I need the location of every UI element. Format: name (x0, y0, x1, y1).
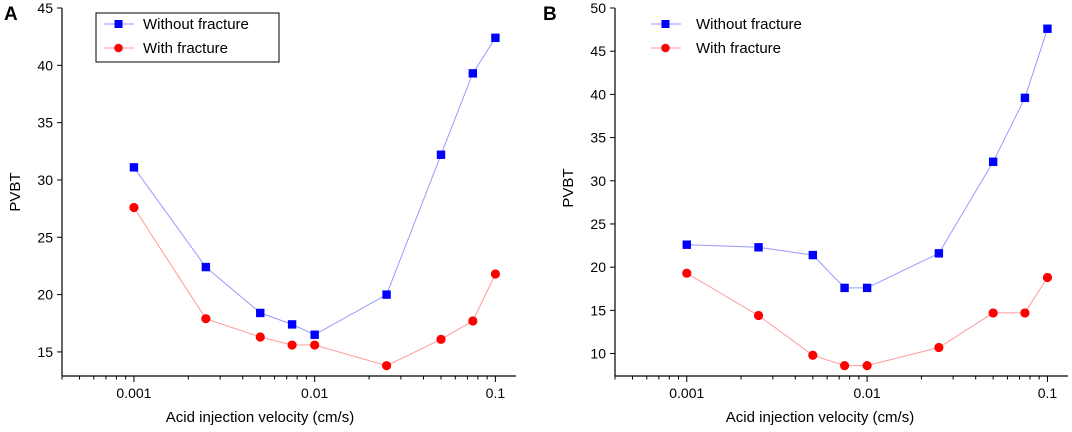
panel-a: A 15 20 25 30 35 40 45 0.001 0.01 0.1 Acid injec… (4, 0, 516, 426)
y-tick-label-b: 45 (590, 43, 606, 59)
data-point-without-fracture-b (1020, 93, 1030, 103)
legend-marker-without-fracture-b (661, 20, 670, 28)
series-line-without-fracture-a (133, 37, 496, 336)
data-point-without-fracture-b (840, 283, 849, 293)
y-tick-label-b: 20 (590, 259, 606, 275)
data-point-without-fracture-a (201, 262, 211, 272)
data-point-with-fracture-a (129, 202, 139, 213)
data-point-with-fracture-a (255, 332, 265, 342)
data-point-without-fracture-b (934, 249, 944, 258)
data-point-with-fracture-b (808, 350, 818, 360)
data-point-with-fracture-b (988, 308, 998, 318)
y-tick-label-a: 20 (37, 287, 53, 303)
x-tick-label-a: 0.001 (116, 385, 151, 401)
data-point-with-fracture-b (682, 268, 692, 278)
x-tick-label-b: 0.01 (853, 385, 880, 401)
y-axis-label-b: PVBT (560, 168, 577, 207)
y-axis-label-a: PVBT (7, 172, 24, 211)
x-tick-label-b: 0.001 (669, 385, 704, 401)
legend-marker-with-fracture-b (661, 43, 670, 53)
data-point-with-fracture-b (839, 361, 850, 371)
panel-label-a: A (4, 4, 18, 25)
legend-b: Without fracture With fracture (651, 16, 802, 57)
x-tick-label-a: 0.01 (301, 385, 328, 401)
data-point-with-fracture-a (201, 314, 211, 324)
legend-box-a (95, 12, 280, 63)
data-point-without-fracture-a (310, 330, 319, 339)
data-point-with-fracture-a (310, 340, 320, 350)
data-point-with-fracture-b (934, 342, 944, 353)
data-point-without-fracture-b (754, 243, 763, 252)
data-point-with-fracture-a (381, 361, 392, 371)
y-tick-label-b: 10 (590, 346, 606, 362)
panel-b: B 10 15 20 25 30 35 40 45 50 0.001 0.01 0.1 Acid i… (543, 0, 1068, 426)
data-point-without-fracture-a (436, 150, 446, 159)
data-point-without-fracture-b (808, 250, 818, 260)
y-tick-label-a: 30 (37, 172, 53, 188)
data-point-without-fracture-b (1043, 24, 1052, 33)
y-tick-label-b: 15 (590, 302, 606, 318)
data-point-with-fracture-a (287, 340, 297, 350)
panel-label-b: B (543, 4, 557, 25)
data-point-without-fracture-b (862, 283, 872, 293)
legend-label-with-fracture-a: With fracture (143, 40, 228, 57)
legend-marker-without-fracture-a (114, 20, 123, 28)
x-axis-label-a: Acid injection velocity (cm/s) (166, 409, 354, 426)
data-point-without-fracture-a (468, 69, 478, 78)
legend-label-without-fracture-b: Without fracture (696, 16, 802, 33)
data-point-without-fracture-a (287, 320, 297, 329)
data-point-without-fracture-b (682, 240, 691, 249)
y-tick-label-b: 35 (590, 130, 606, 146)
legend-a: Without fracture With fracture (95, 12, 280, 63)
legend-marker-with-fracture-a (114, 43, 123, 53)
data-point-with-fracture-b (862, 361, 872, 371)
legend-label-without-fracture-a: Without fracture (143, 16, 249, 33)
data-point-with-fracture-a (468, 316, 478, 326)
x-axis-label-b: Acid injection velocity (cm/s) (726, 409, 914, 426)
y-tick-label-a: 25 (37, 229, 53, 245)
data-point-with-fracture-b (1020, 308, 1030, 318)
data-point-without-fracture-a (491, 33, 500, 43)
data-point-without-fracture-a (129, 163, 139, 172)
data-point-with-fracture-b (1042, 272, 1053, 283)
data-point-with-fracture-b (753, 310, 764, 321)
data-point-without-fracture-a (382, 290, 391, 299)
y-tick-label-b: 30 (590, 173, 606, 189)
data-point-without-fracture-b (988, 157, 998, 166)
y-tick-label-a: 35 (37, 115, 53, 131)
y-tick-label-a: 45 (37, 0, 53, 16)
y-tick-label-b: 40 (590, 86, 606, 102)
legend-label-with-fracture-b: With fracture (696, 40, 781, 57)
x-tick-label-b: 0.1 (1038, 385, 1058, 401)
data-point-without-fracture-a (256, 308, 265, 318)
data-point-with-fracture-a (490, 269, 501, 279)
y-tick-label-a: 40 (37, 57, 53, 73)
y-tick-label-b: 25 (590, 216, 606, 232)
x-tick-label-a: 0.1 (486, 385, 506, 401)
y-tick-label-b: 50 (590, 0, 606, 16)
y-tick-label-a: 15 (37, 344, 53, 360)
data-point-with-fracture-a (436, 334, 446, 344)
